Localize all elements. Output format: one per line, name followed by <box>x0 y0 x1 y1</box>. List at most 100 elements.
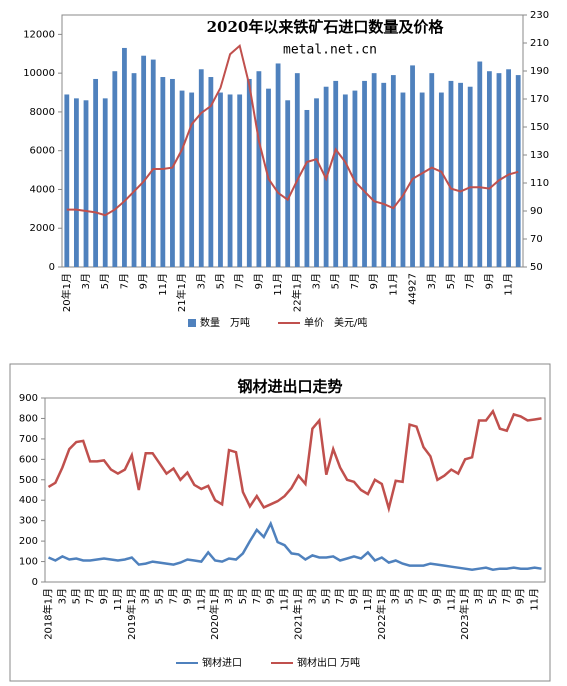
x-tick-label: 7月 <box>251 588 263 604</box>
y2-tick-label: 210 <box>530 38 549 49</box>
x-tick-label: 2018年1月 <box>41 588 54 640</box>
y-tick-label: 100 <box>19 557 38 568</box>
bar <box>93 78 99 267</box>
line <box>66 43 519 217</box>
bar <box>237 94 243 267</box>
x-tick-label: 7月 <box>501 588 513 604</box>
x-tick-label: 7月 <box>334 588 346 604</box>
y-tick-label: 10000 <box>23 68 55 79</box>
x-tick-label: 9月 <box>348 588 360 604</box>
bar <box>256 71 262 267</box>
bar <box>448 80 454 268</box>
x-tick-label: 5月 <box>214 273 226 289</box>
x-tick-label: 11月 <box>157 273 169 296</box>
x-tick-label: 7月 <box>417 588 429 604</box>
bar <box>170 78 175 267</box>
bar <box>410 65 415 268</box>
bar <box>246 78 252 267</box>
bar <box>208 77 214 268</box>
x-tick-label: 9月 <box>265 588 277 604</box>
legend-label: 单价 美元/吨 <box>304 316 367 329</box>
chart-title: 2020年以来铁矿石进口数量及价格 <box>207 18 445 36</box>
x-tick-label: 7月 <box>464 273 476 289</box>
legend-swatch <box>188 319 196 327</box>
x-tick-label: 7月 <box>349 273 361 289</box>
y-tick-label: 900 <box>19 393 38 404</box>
x-tick-label: 7月 <box>118 273 130 289</box>
x-tick-label: 9月 <box>181 588 193 604</box>
y-tick-label: 400 <box>19 495 38 506</box>
bar <box>400 92 406 268</box>
y-tick-label: 4000 <box>30 184 55 195</box>
x-tick-label: 11月 <box>195 588 207 611</box>
y2-tick-label: 90 <box>530 206 543 217</box>
chart-title: 钢材进出口走势 <box>237 378 342 396</box>
y2-tick-label: 130 <box>530 150 549 161</box>
bar <box>122 47 127 268</box>
x-tick-label: 7月 <box>234 273 246 289</box>
bar <box>141 55 147 268</box>
x-tick-label: 9月 <box>138 273 150 289</box>
chart-frame <box>9 363 551 682</box>
x-tick-label: 11月 <box>503 273 515 296</box>
x-tick-label: 11月 <box>362 588 374 611</box>
y-tick-label: 6000 <box>30 146 55 157</box>
x-tick-label: 5月 <box>70 588 82 604</box>
y2-tick-label: 190 <box>530 66 549 77</box>
x-tick-label: 9月 <box>483 273 495 289</box>
bar <box>275 63 281 267</box>
bar <box>438 92 444 268</box>
x-tick-label: 5月 <box>237 588 249 604</box>
x-tick-label: 3月 <box>223 588 235 604</box>
x-tick-label: 5月 <box>99 273 111 289</box>
x-tick-label: 9月 <box>431 588 443 604</box>
x-tick-label: 3月 <box>80 273 92 289</box>
y2-tick-label: 150 <box>530 122 549 133</box>
bar <box>189 92 195 268</box>
bar <box>429 73 435 268</box>
y-tick-label: 500 <box>19 475 38 486</box>
y2-tick-label: 230 <box>530 10 549 21</box>
x-tick-label: 5月 <box>445 273 457 289</box>
bar <box>342 94 348 267</box>
x-tick-label: 7月 <box>84 588 96 604</box>
x-tick-label: 11月 <box>112 588 124 611</box>
chart-subtitle: metal.net.cn <box>283 43 377 58</box>
line <box>48 520 542 571</box>
x-tick-label: 11月 <box>529 588 541 611</box>
bar <box>64 94 70 267</box>
legend-label: 钢材出口 万吨 <box>297 656 360 669</box>
x-tick-label: 3月 <box>390 588 402 604</box>
bar <box>112 71 118 267</box>
x-tick-label: 3月 <box>195 273 207 289</box>
bar <box>496 73 502 268</box>
x-tick-label: 20年1月 <box>60 273 73 312</box>
bar <box>458 82 463 267</box>
x-tick-label: 9月 <box>253 273 265 289</box>
x-tick-label: 21年1月 <box>175 273 188 312</box>
x-tick-label: 5月 <box>330 273 342 289</box>
x-tick-label: 3月 <box>306 588 318 604</box>
bar <box>150 59 156 268</box>
bar <box>198 69 204 268</box>
y-tick-label: 0 <box>32 577 38 588</box>
bar <box>515 75 521 267</box>
bar <box>160 77 166 268</box>
y2-tick-label: 170 <box>530 94 549 105</box>
x-tick-label: 11月 <box>387 273 399 296</box>
bar <box>131 73 137 268</box>
x-tick-label: 3月 <box>56 588 68 604</box>
x-tick-label: 2022年1月 <box>375 588 388 640</box>
bar <box>314 98 319 267</box>
bar <box>381 82 387 267</box>
y-tick-label: 2000 <box>30 223 55 234</box>
bar <box>285 100 291 268</box>
x-tick-label: 5月 <box>320 588 332 604</box>
legend-label: 钢材进口 <box>202 656 242 669</box>
y-tick-label: 600 <box>19 454 38 465</box>
y2-tick-label: 50 <box>530 262 543 273</box>
y-tick-label: 700 <box>19 434 38 445</box>
x-tick-label: 5月 <box>487 588 499 604</box>
y-tick-label: 300 <box>19 516 38 527</box>
bar <box>294 73 300 268</box>
